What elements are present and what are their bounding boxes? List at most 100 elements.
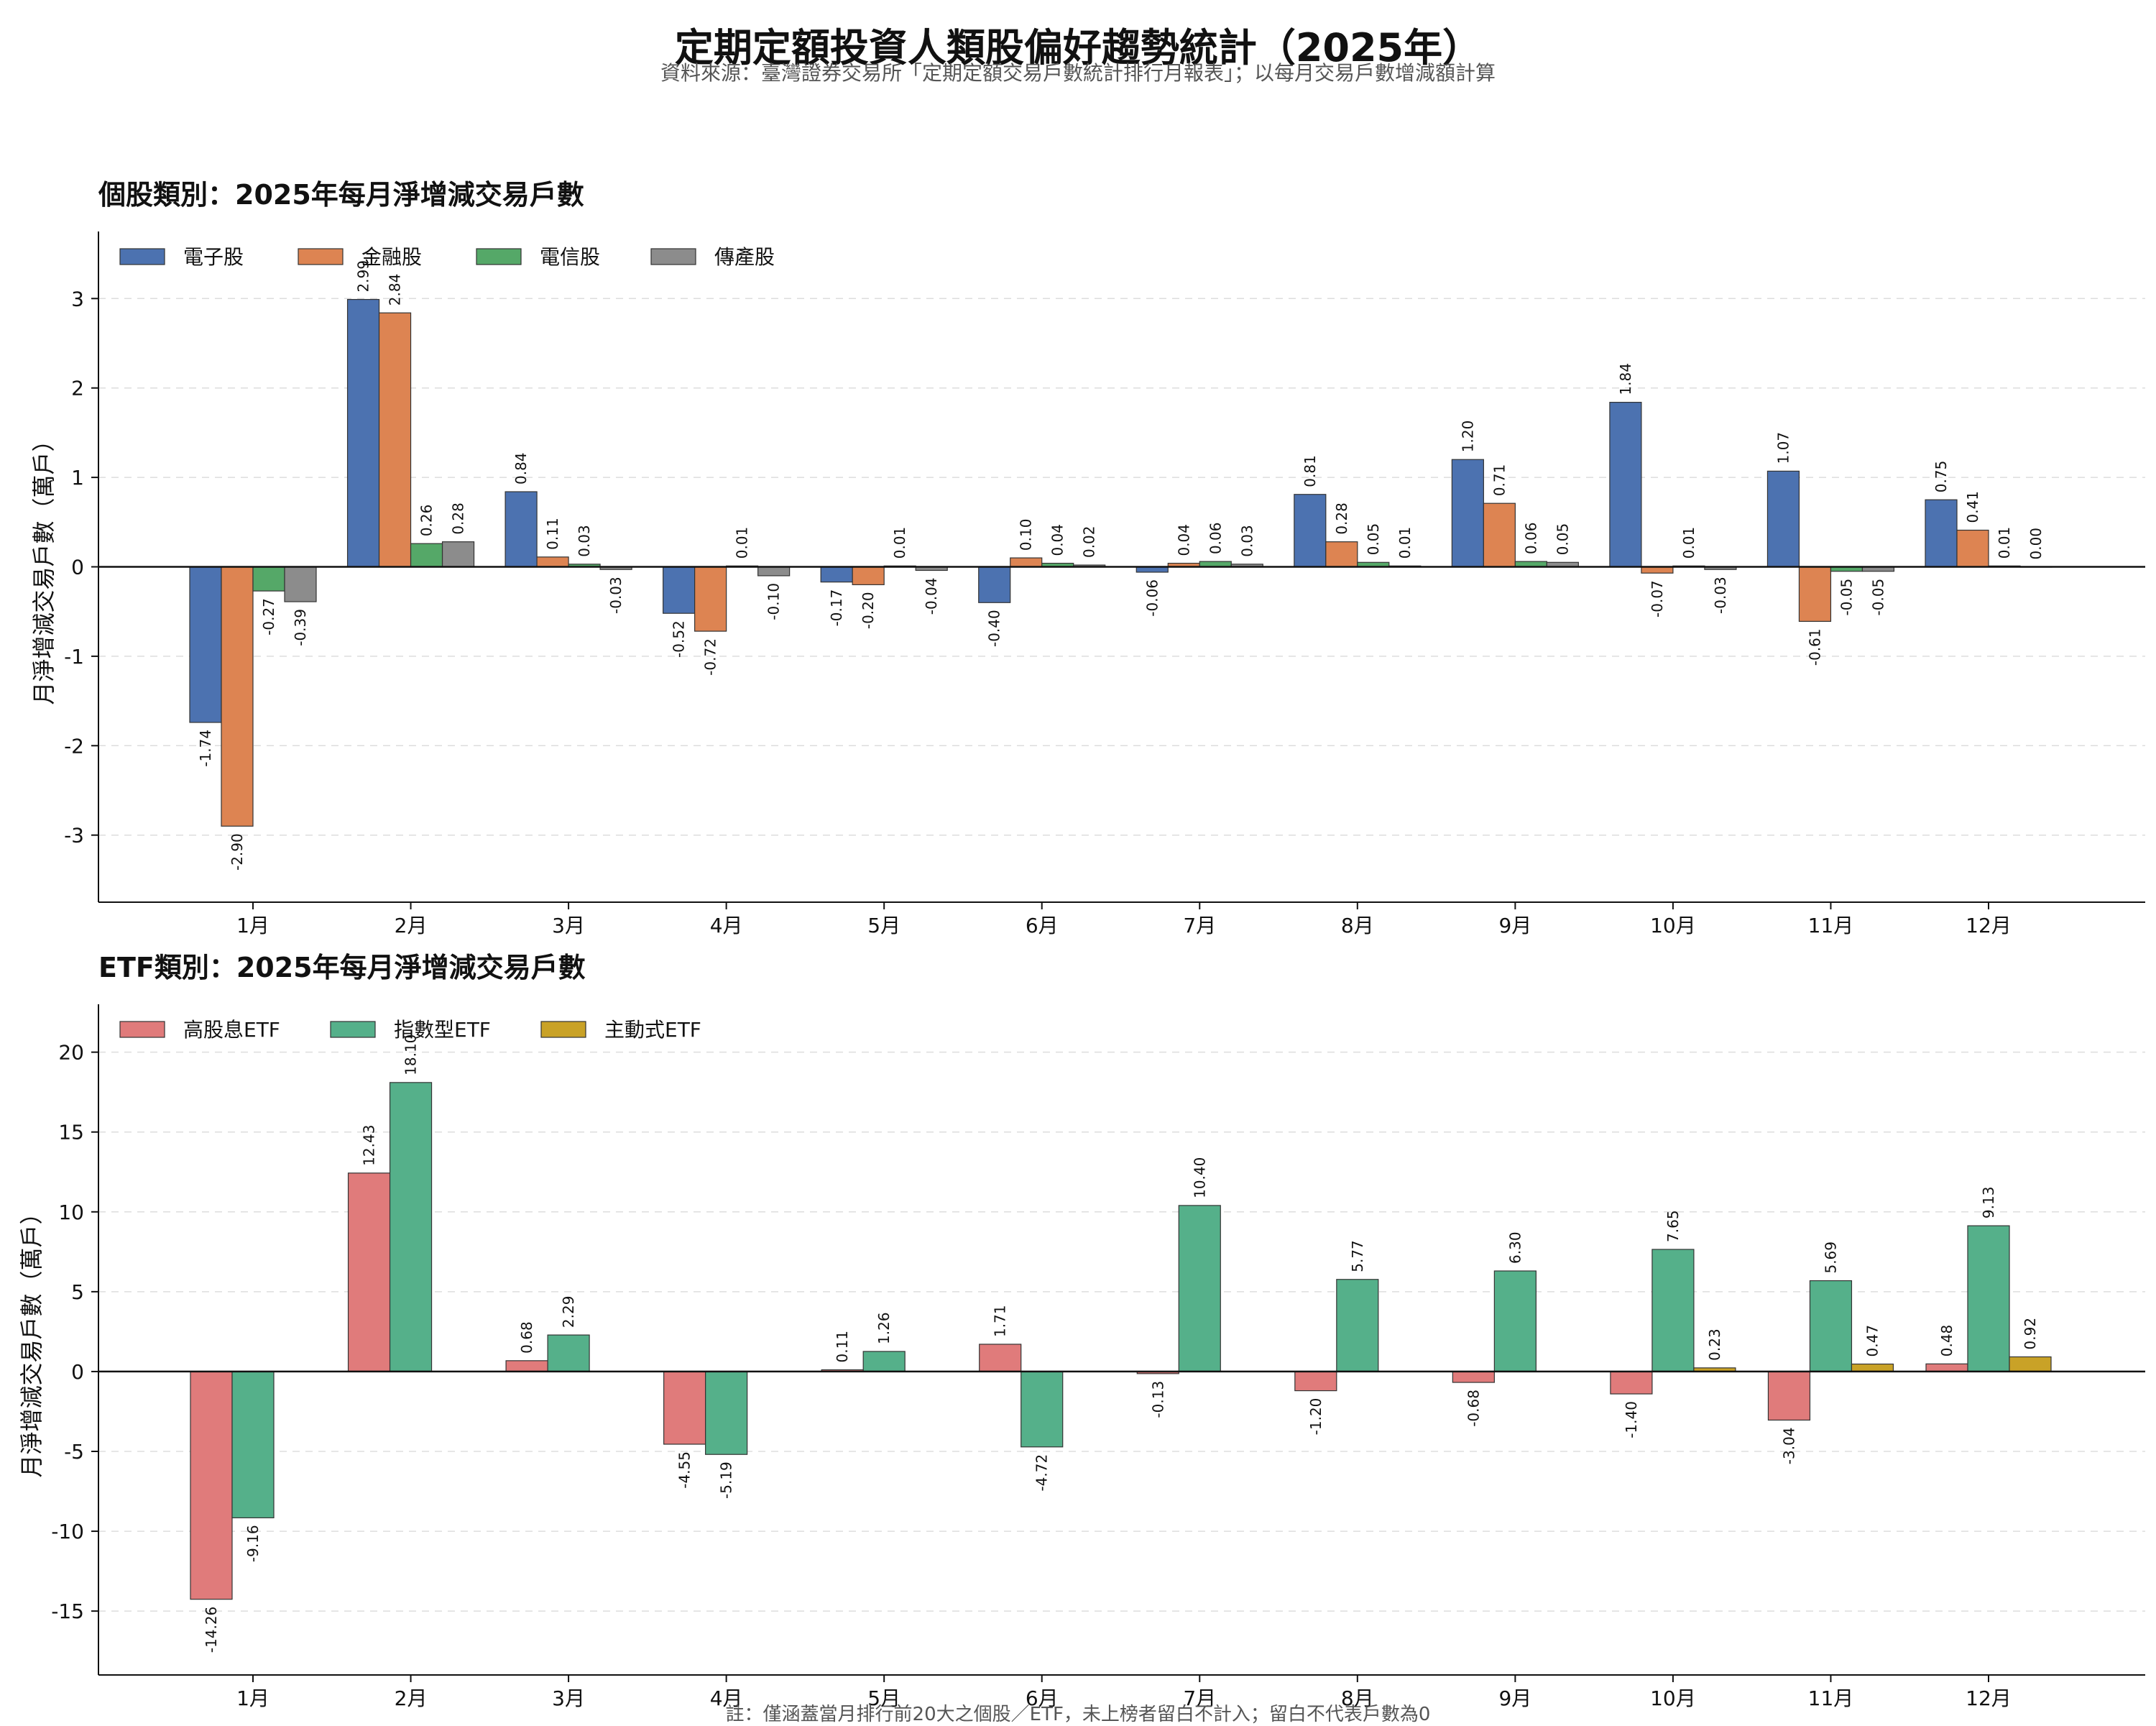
bar — [852, 566, 885, 585]
data-label: 0.71 — [1491, 464, 1508, 497]
bar — [1809, 1280, 1853, 1372]
x-tick-label: 8月 — [1341, 1686, 1374, 1710]
bar — [1336, 1279, 1379, 1372]
y-tick-label: 0 — [71, 1360, 84, 1384]
data-label: 0.04 — [1175, 524, 1192, 556]
data-label: 0.10 — [1018, 519, 1035, 551]
x-tick-label: 12月 — [1966, 914, 2012, 935]
data-label: -0.72 — [702, 638, 719, 676]
data-label: 0.84 — [512, 452, 530, 485]
bar — [978, 566, 1011, 603]
data-label: 0.00 — [2027, 528, 2045, 560]
x-tick-label: 11月 — [1808, 1686, 1854, 1710]
data-label: -14.26 — [203, 1607, 220, 1653]
legend-label: 電信股 — [540, 245, 600, 269]
x-tick-label: 11月 — [1808, 914, 1854, 935]
bar — [1851, 1363, 1894, 1372]
data-label: 0.81 — [1302, 455, 1319, 487]
data-label: 0.41 — [1964, 491, 1981, 523]
data-label: -0.20 — [860, 592, 877, 629]
bar — [1767, 1371, 1811, 1421]
x-tick-label: 9月 — [1498, 914, 1531, 935]
bar — [1021, 1371, 1064, 1448]
data-label: 0.48 — [1938, 1325, 1955, 1357]
x-tick-label: 10月 — [1650, 1686, 1696, 1710]
bar — [346, 298, 380, 568]
data-label: 7.65 — [1664, 1210, 1682, 1242]
data-label: 0.92 — [2022, 1318, 2039, 1350]
data-label: -0.06 — [1143, 579, 1161, 617]
x-tick-label: 4月 — [710, 1686, 743, 1710]
data-label: 0.47 — [1864, 1325, 1881, 1357]
data-label: -3.04 — [1780, 1427, 1797, 1464]
data-label: 18.10 — [402, 1034, 420, 1075]
bar — [1452, 1371, 1495, 1383]
y-tick-label: 3 — [71, 287, 84, 311]
x-tick-label: 2月 — [395, 914, 428, 935]
data-label: -0.04 — [923, 577, 940, 615]
data-label: -0.03 — [1712, 577, 1729, 614]
data-label: 2.29 — [560, 1296, 577, 1328]
chart-footnote: 註：僅涵蓋當月排行前20大之個股／ETF，未上榜者留白不計入；留白不代表戶數為0 — [725, 1704, 1431, 1725]
data-label: 2.84 — [387, 274, 404, 306]
y-axis-label: 月淨增減交易戶數（萬戶） — [18, 1201, 45, 1477]
y-tick-label: 2 — [71, 377, 84, 400]
y-tick-label: 20 — [58, 1041, 84, 1065]
data-label: -0.05 — [1838, 579, 1855, 616]
data-label: 0.02 — [1081, 525, 1098, 558]
panel-title: 個股類別：2025年每月淨增減交易戶數 — [98, 179, 584, 211]
data-label: 0.03 — [1238, 525, 1256, 557]
data-label: 0.68 — [518, 1321, 535, 1354]
y-tick-label: -5 — [64, 1440, 84, 1464]
legend-swatch — [330, 1021, 376, 1038]
chart-title: 定期定額投資人類股偏好趨勢統計（2025年） — [674, 25, 1482, 70]
bar — [221, 566, 254, 827]
bar — [1610, 1371, 1653, 1395]
x-tick-label: 7月 — [1183, 914, 1216, 935]
bar — [1493, 1270, 1537, 1372]
bar — [189, 566, 222, 723]
bar — [190, 1371, 233, 1600]
data-label: -4.55 — [676, 1451, 694, 1489]
x-tick-label: 6月 — [1026, 1686, 1059, 1710]
bar — [505, 491, 538, 568]
data-label: 10.40 — [1191, 1157, 1208, 1198]
legend-label: 傳產股 — [714, 245, 775, 269]
data-label: 12.43 — [361, 1125, 378, 1166]
y-tick-label: -10 — [51, 1520, 84, 1543]
x-tick-label: 9月 — [1498, 1686, 1531, 1710]
data-label: 0.06 — [1207, 523, 1224, 555]
data-label: 0.01 — [891, 527, 908, 559]
data-label: 0.01 — [1396, 527, 1414, 559]
data-label: 0.06 — [1522, 523, 1539, 555]
legend-label: 主動式ETF — [604, 1018, 701, 1042]
data-label: -0.61 — [1806, 628, 1823, 666]
data-label: 5.69 — [1822, 1241, 1839, 1274]
bar — [378, 312, 412, 568]
data-label: -1.74 — [197, 730, 214, 767]
data-label: -0.27 — [260, 598, 277, 635]
data-label: 0.28 — [450, 502, 467, 535]
bar — [1178, 1205, 1221, 1372]
bar — [1766, 470, 1800, 568]
data-label: -0.40 — [986, 610, 1003, 647]
bar — [441, 541, 475, 568]
data-label: 0.05 — [1554, 523, 1571, 556]
legend-swatch — [119, 248, 165, 265]
data-label: -0.03 — [607, 577, 625, 614]
x-tick-label: 5月 — [867, 1686, 900, 1710]
y-tick-label: 0 — [71, 556, 84, 579]
data-label: 6.30 — [1506, 1231, 1524, 1264]
data-label: 5.77 — [1349, 1240, 1366, 1272]
data-label: -0.10 — [765, 583, 783, 620]
bar — [705, 1371, 748, 1455]
x-tick-label: 1月 — [236, 1686, 270, 1710]
data-label: -4.72 — [1033, 1454, 1051, 1492]
bar — [1483, 502, 1516, 568]
legend-label: 電子股 — [183, 245, 244, 269]
data-label: 1.26 — [875, 1312, 893, 1344]
data-label: 0.11 — [834, 1331, 851, 1363]
data-label: 0.01 — [1996, 527, 2013, 559]
legend-swatch — [119, 1021, 165, 1038]
